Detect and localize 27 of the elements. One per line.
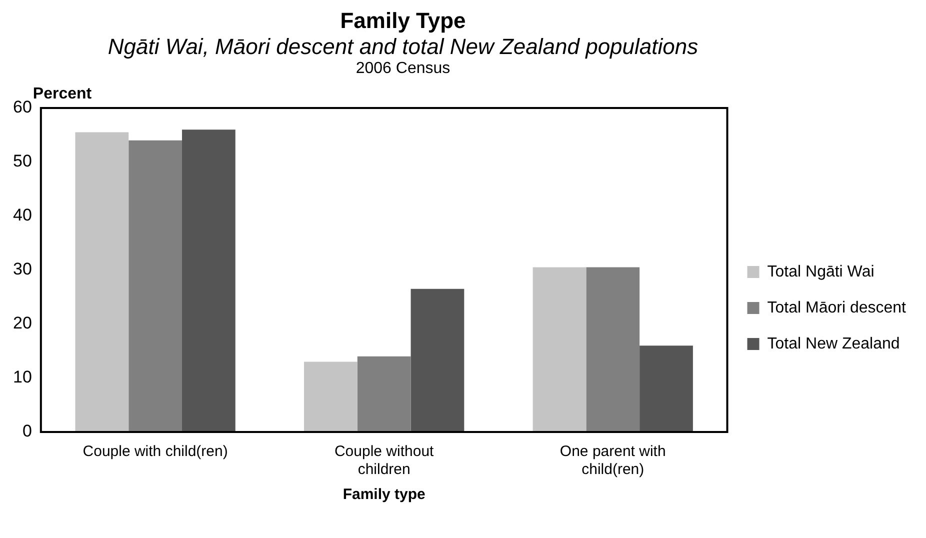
bar bbox=[128, 140, 182, 432]
y-tick-label: 10 bbox=[12, 368, 32, 387]
bar bbox=[586, 267, 640, 432]
x-tick-label: Couple without children bbox=[334, 443, 435, 478]
legend-label: Total Ngāti Wai bbox=[767, 263, 874, 280]
y-tick-label: 60 bbox=[12, 98, 32, 117]
legend-label: Total New Zealand bbox=[767, 335, 900, 352]
x-tick-label: One parent with child(ren) bbox=[560, 443, 666, 478]
y-tick-label: 30 bbox=[12, 260, 32, 279]
bar bbox=[357, 356, 411, 432]
x-tick-label: Couple with child(ren) bbox=[82, 443, 228, 460]
bar bbox=[640, 346, 693, 432]
bar bbox=[182, 130, 236, 432]
y-tick-label: 20 bbox=[12, 314, 32, 333]
y-tick-label: 0 bbox=[22, 422, 32, 441]
x-axis-title: Family type bbox=[342, 486, 426, 504]
y-tick-label: 40 bbox=[12, 206, 32, 225]
legend-label: Total Māori descent bbox=[767, 299, 907, 316]
bar bbox=[532, 267, 586, 432]
chart-subtitle: Ngāti Wai, Māori descent and total New Zealand populations bbox=[106, 34, 700, 60]
y-tick-label: 50 bbox=[12, 152, 32, 171]
text: 2006 Census bbox=[354, 60, 452, 78]
bar bbox=[410, 288, 464, 432]
bar bbox=[75, 132, 129, 432]
y-axis-title: Percent bbox=[32, 85, 92, 102]
chart-title: Family Type bbox=[339, 8, 467, 34]
bar bbox=[304, 362, 358, 432]
